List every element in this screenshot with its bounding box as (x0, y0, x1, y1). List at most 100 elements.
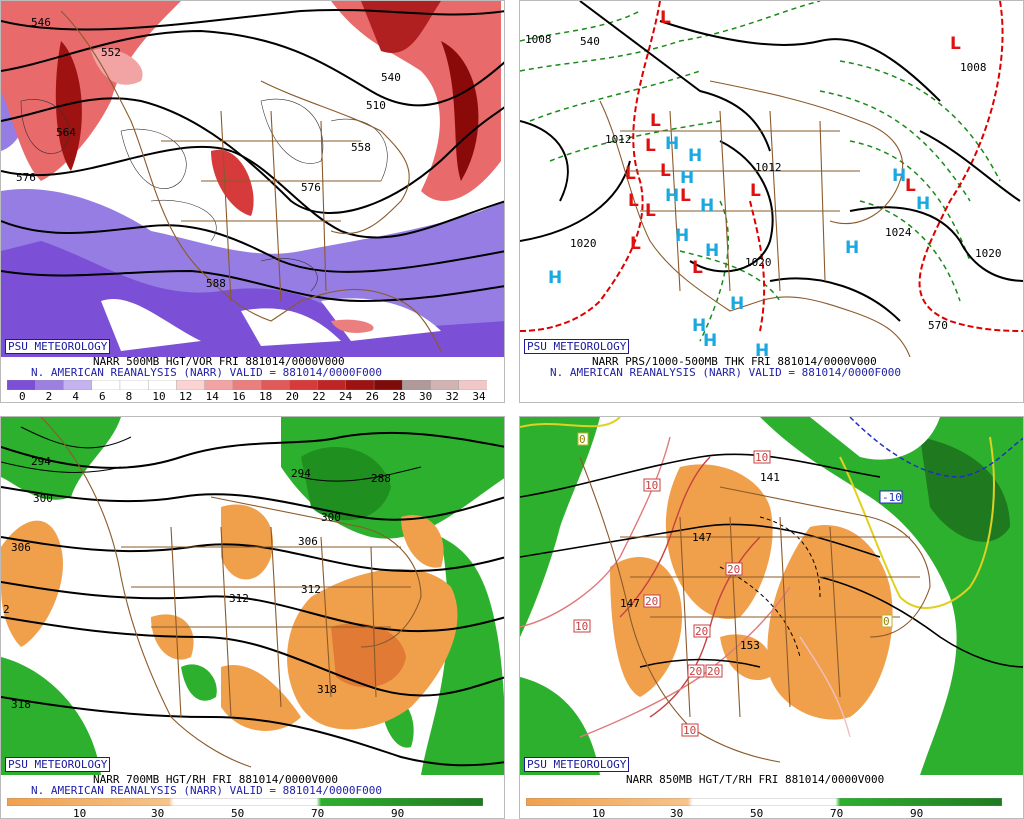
vorticity-color-scale (7, 380, 487, 390)
contour-label: 147 (692, 531, 712, 544)
low-pressure-symbol: L (660, 8, 671, 28)
low-pressure-symbol: L (905, 176, 916, 196)
panel-subtitle: N. AMERICAN REANALYSIS (NARR) VALID = 88… (31, 784, 382, 797)
panel-title: NARR 500MB HGT/VOR FRI 881014/0000V000 (93, 355, 345, 368)
scale-swatch (402, 380, 432, 390)
low-pressure-symbol: L (630, 234, 641, 254)
contour-label: 540 (580, 35, 600, 48)
freezing-line (520, 417, 995, 609)
high-pressure-symbol: H (892, 166, 906, 186)
scale-tick: 50 (750, 807, 764, 819)
vorticity-scale-ticks: 0 2 4 6 8 10 12 14 16 18 20 22 24 26 28 30 32 34 (7, 390, 487, 402)
contour-label: 558 (351, 141, 371, 154)
low-pressure-symbol: L (645, 201, 656, 221)
contour-label: 10 (683, 724, 696, 737)
contour-label: 300 (33, 492, 53, 505)
scale-tick: 6 (99, 390, 106, 403)
contour-label: 294 (31, 455, 51, 468)
contour-label: 576 (301, 181, 321, 194)
scale-swatch (91, 380, 121, 390)
humidity-700mb-map: 294 288 300 294 306 312 300 312 306 318 … (1, 417, 504, 775)
high-pressure-symbol: H (730, 294, 744, 314)
psu-meteorology-label: PSU METEOROLOGY (5, 339, 111, 354)
low-pressure-symbol: L (950, 34, 961, 54)
scale-swatch (119, 380, 149, 390)
scale-tick: 24 (339, 390, 353, 403)
dry-region (1, 520, 63, 647)
low-pressure-symbol: L (680, 186, 691, 206)
scale-tick: 8 (125, 390, 133, 403)
scale-tick: 90 (391, 807, 405, 819)
contour-label: 20 (645, 595, 658, 608)
contour-label: 546 (31, 16, 51, 29)
low-pressure-symbol: L (750, 181, 761, 201)
contour-label: 576 (16, 171, 36, 184)
panel-700mb-humidity: 294 288 300 294 306 312 300 312 306 318 … (0, 416, 505, 819)
temp-humidity-850mb-map: 141 147 147 153 -10 0 10 10 10 20 20 20 … (520, 417, 1023, 775)
low-pressure-symbol: L (628, 191, 639, 211)
psu-meteorology-label: PSU METEOROLOGY (5, 757, 111, 772)
psu-meteorology-label: PSU METEOROLOGY (524, 757, 630, 772)
panel-500mb-vorticity: 546 552 576 564 576 540 588 510 558 PSU … (0, 0, 505, 403)
scale-swatch (63, 380, 93, 390)
contour-label: 1008 (960, 61, 987, 74)
low-pressure-symbol: L (650, 111, 661, 131)
high-pressure-symbol: H (548, 268, 562, 288)
contour-label: 10 (755, 451, 768, 464)
scale-tick: 90 (910, 807, 924, 819)
contour-label: -10 (882, 491, 902, 504)
contour-label: 1020 (975, 247, 1002, 260)
scale-tick: 32 (445, 390, 459, 403)
scale-swatch (345, 380, 375, 390)
contour-label: 20 (707, 665, 720, 678)
scale-swatch (260, 380, 291, 390)
panel-850mb-temp-humidity: 141 147 147 153 -10 0 10 10 10 20 20 20 … (519, 416, 1024, 819)
contour-label: 312 (229, 592, 249, 605)
scale-tick: 30 (419, 390, 433, 403)
scale-tick: 22 (312, 390, 326, 403)
contour-label: 20 (727, 563, 740, 576)
pressure-thickness-map: 540 1008 1012 1020 1012 1020 1024 1020 5… (520, 1, 1023, 357)
scale-swatch (35, 380, 65, 390)
contour-label: 510 (366, 99, 386, 112)
panel-title: NARR 700MB HGT/RH FRI 881014/0000V000 (93, 773, 339, 786)
scale-tick: 14 (205, 390, 219, 403)
contour-label: 147 (620, 597, 640, 610)
contour-label: 2 (3, 603, 10, 616)
high-pressure-symbol: H (688, 146, 702, 166)
contour-label: 552 (101, 46, 121, 59)
rh-color-scale (7, 798, 483, 806)
scale-tick: 16 (232, 390, 246, 403)
scale-tick: 20 (285, 390, 299, 403)
contour-label: 312 (301, 583, 321, 596)
scale-swatch (458, 380, 487, 390)
scale-swatch (430, 380, 460, 390)
contour-label: 1012 (755, 161, 782, 174)
contour-label: 300 (321, 511, 341, 524)
scale-swatch (7, 380, 36, 390)
scale-tick: 34 (472, 390, 486, 403)
contour-label: 1020 (570, 237, 597, 250)
high-pressure-symbol: H (665, 134, 679, 154)
positive-vorticity-region (1, 1, 181, 181)
scale-tick: 0 (19, 390, 26, 403)
scale-swatch (289, 380, 319, 390)
panel-pressure-thickness: 540 1008 1012 1020 1012 1020 1024 1020 5… (519, 0, 1024, 403)
contour-label: 1012 (605, 133, 632, 146)
contour-label: 20 (695, 625, 708, 638)
moist-region (1, 417, 121, 500)
contour-label: 318 (317, 683, 337, 696)
scale-tick: 4 (72, 390, 79, 403)
scale-tick: 10 (152, 390, 166, 403)
panel-title: NARR PRS/1000-500MB THK FRI 881014/0000V… (592, 355, 877, 368)
scale-tick: 70 (311, 807, 325, 819)
scale-tick: 70 (830, 807, 844, 819)
scale-tick: 26 (365, 390, 379, 403)
high-pressure-symbol: H (680, 168, 694, 188)
scale-tick: 10 (592, 807, 606, 819)
low-pressure-symbol: L (625, 164, 636, 184)
contour-label: 540 (381, 71, 401, 84)
high-pressure-symbol: H (845, 238, 859, 258)
scale-tick: 30 (670, 807, 684, 819)
scale-swatch (204, 380, 234, 390)
